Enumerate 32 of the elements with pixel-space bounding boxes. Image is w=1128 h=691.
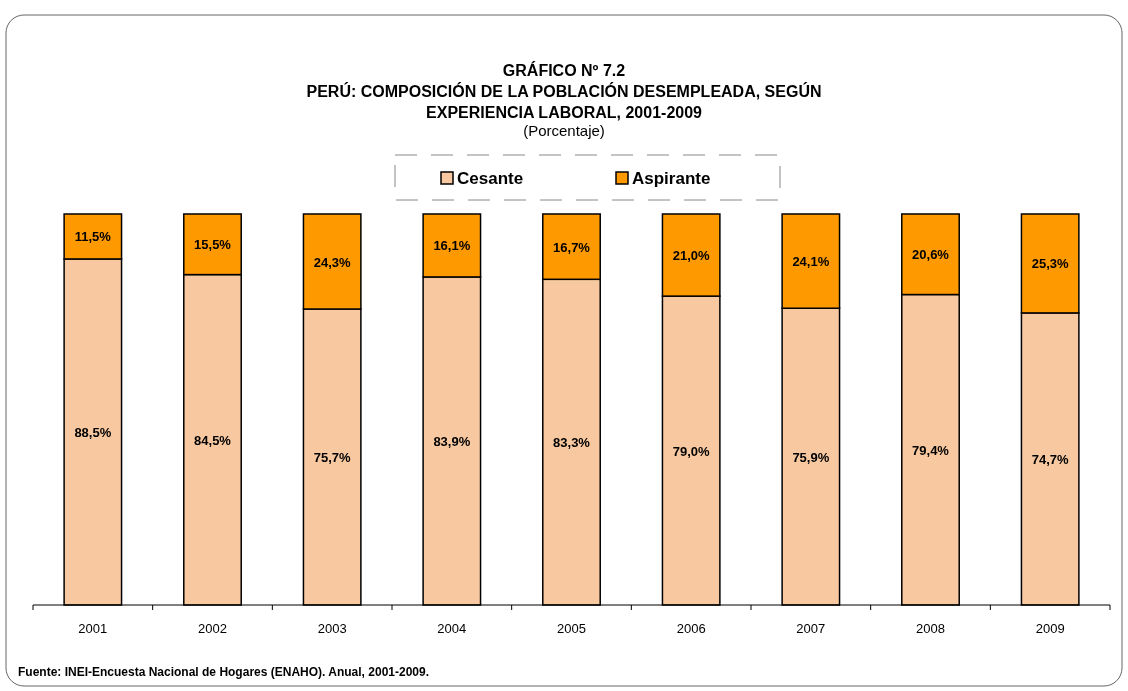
data-label: 83,3% [553,435,591,451]
x-tick-label: 2004 [437,621,467,636]
x-tick-label: 2001 [78,621,108,636]
chart-subtitle: (Porcentaje) [523,122,605,139]
data-label: 88,5% [74,424,112,440]
data-label: 16,7% [553,239,591,255]
data-label: 24,3% [313,254,352,270]
x-tick-label: 2006 [676,621,706,636]
source-note: Fuente: INEI-Encuesta Nacional de Hogares (ENAHO). Anual, 2001-2009. [18,665,429,679]
legend-label: Cesante [457,169,524,188]
data-label: 11,5% [74,229,112,245]
x-tick-label: 2005 [557,621,586,636]
data-label: 75,7% [313,450,352,466]
data-label: 15,5% [194,237,232,253]
data-label: 79,0% [672,443,711,459]
data-label: 84,5% [194,432,232,448]
x-tick-label: 2008 [916,621,945,636]
legend-label: Aspirante [632,169,711,188]
data-label: 79,4% [912,442,950,458]
x-tick-label: 2003 [317,621,347,636]
x-tick-label: 2009 [1035,621,1065,636]
data-label: 83,9% [433,433,471,449]
data-label: 75,9% [792,449,830,465]
x-tick-label: 2002 [198,621,227,636]
data-label: 24,1% [792,254,830,270]
x-tick-label: 2007 [796,621,826,636]
data-label: 16,1% [433,238,471,254]
data-label: 20,6% [912,247,950,263]
chart-title: GRÁFICO Nº 7.2 PERÚ: COMPOSICIÓN DE LA POBLACIÓN DESEMPLEADA, SEGÚN EXPERIENCIA LABORAL, 2001-2009 [306,61,822,121]
data-label: 21,0% [672,248,711,264]
data-label: 25,3% [1031,256,1070,272]
data-label: 74,7% [1031,451,1070,467]
